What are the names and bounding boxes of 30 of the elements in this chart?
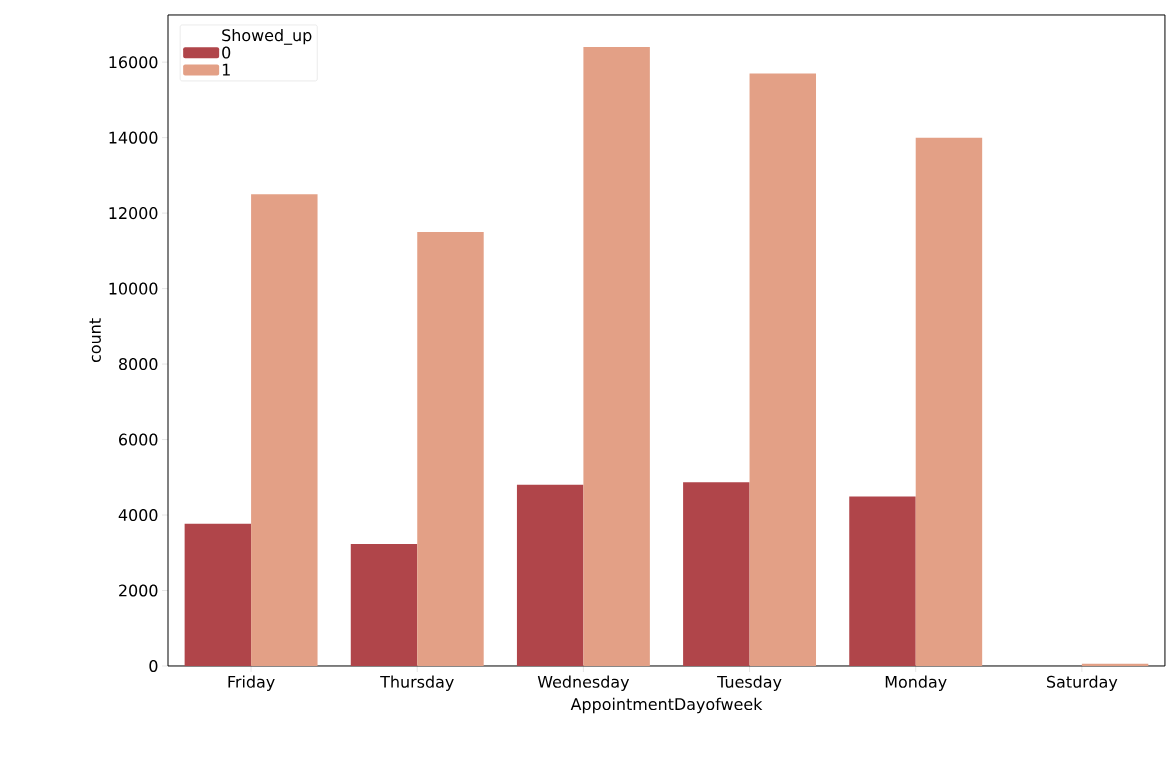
y-tick-label: 0: [149, 659, 158, 673]
x-axis-title: AppointmentDayofweek: [570, 697, 763, 714]
bar: [915, 137, 983, 666]
bar: [683, 482, 750, 666]
y-tick-label: 8000: [119, 358, 158, 371]
x-tick-label: Friday: [228, 675, 275, 691]
y-tick-label: 16000: [109, 56, 158, 69]
bar: [516, 484, 584, 666]
y-tick-label: 14000: [109, 131, 158, 144]
y-tick-label: 12000: [109, 207, 158, 220]
y-tick-label: 6000: [119, 433, 158, 446]
bar: [251, 194, 318, 666]
bar: [583, 47, 650, 666]
y-axis-title: count: [89, 318, 101, 363]
legend-title: Showed_up: [222, 28, 312, 45]
bar: [417, 231, 484, 666]
x-tick-label: Wednesday: [537, 675, 630, 691]
legend-label: 1: [222, 63, 230, 76]
x-tick-label: Monday: [885, 675, 947, 691]
x-tick-label: Saturday: [1047, 675, 1118, 691]
bar: [184, 523, 252, 666]
bar: [749, 73, 817, 666]
y-tick-label: 10000: [109, 282, 158, 295]
legend-label: 0: [222, 46, 231, 59]
x-tick-label: Thursday: [380, 675, 454, 691]
y-tick-label: 2000: [119, 584, 158, 597]
bar: [350, 544, 418, 666]
x-tick-label: Tuesday: [717, 675, 782, 691]
bar: [849, 496, 916, 666]
y-tick-label: 4000: [118, 509, 158, 522]
